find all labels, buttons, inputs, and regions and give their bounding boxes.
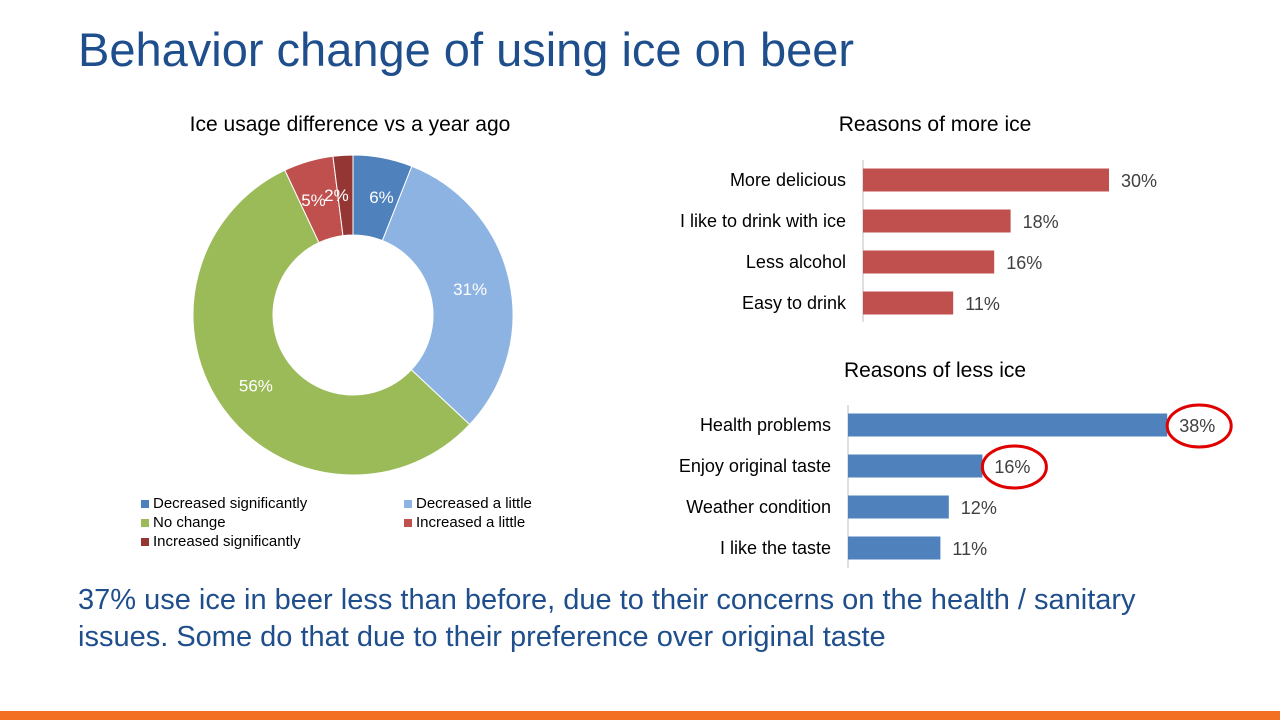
less-ice-bar-chart: Health problems 38% Enjoy original taste 16… — [679, 403, 1233, 568]
donut-label-decreased-a-little: 31% — [453, 280, 487, 299]
slide-title: Behavior change of using ice on beer — [78, 23, 855, 76]
category-label-less-alcohol: Less alcohol — [746, 252, 846, 272]
value-label-weather-condition: 12% — [961, 498, 997, 518]
bar-i-like-to-drink-with-ice — [863, 209, 1011, 233]
value-label-enjoy-original-taste: 16% — [994, 457, 1030, 477]
value-label-less-alcohol: 16% — [1006, 253, 1042, 273]
category-label-i-like-the-taste: I like the taste — [720, 538, 831, 558]
accent-bar — [0, 711, 1280, 720]
donut-chart-title: Ice usage difference vs a year ago — [189, 113, 511, 136]
conclusion-text: 37% use ice in beer less than before, du… — [78, 584, 1136, 653]
donut-label-decreased-significantly: 6% — [369, 188, 394, 207]
category-label-easy-to-drink: Easy to drink — [742, 293, 847, 313]
legend-item-increased-a-little: Increased a little — [404, 514, 525, 531]
bar-health-problems — [848, 413, 1168, 437]
more-ice-chart-title: Reasons of more ice — [838, 113, 1032, 136]
donut-slice-decreased-a-little — [381, 165, 514, 426]
category-label-weather-condition: Weather condition — [686, 497, 831, 517]
donut-label-increased-a-little: 5% — [301, 191, 326, 210]
bar-more-delicious — [863, 168, 1109, 192]
category-label-i-like-to-drink-with-ice: I like to drink with ice — [680, 211, 846, 231]
value-label-i-like-to-drink-with-ice: 18% — [1023, 212, 1059, 232]
bar-enjoy-original-taste — [848, 454, 983, 478]
donut-slice-increased-significantly — [332, 154, 354, 237]
donut-slice-no-change — [192, 169, 471, 476]
legend-swatch — [141, 499, 149, 508]
legend-swatch — [404, 518, 412, 527]
legend-label: Decreased a little — [416, 495, 532, 512]
legend-swatch — [141, 518, 149, 527]
legend-item-increased-significantly: Increased significantly — [141, 533, 301, 550]
legend-label: Increased a little — [416, 514, 526, 531]
bar-weather-condition — [848, 495, 949, 519]
value-label-i-like-the-taste: 11% — [952, 539, 987, 559]
legend-item-decreased-a-little: Decreased a little — [404, 495, 532, 512]
highlight-circle-health-problems — [1165, 403, 1233, 449]
value-label-more-delicious: 30% — [1121, 171, 1157, 191]
more-ice-bar-chart: More delicious 30% I like to drink with ic… — [680, 160, 1157, 322]
legend-item-no-change: No change — [141, 514, 226, 531]
donut-label-no-change: 56% — [239, 377, 273, 396]
donut-label-increased-significantly: 2% — [324, 186, 349, 205]
legend-label: Increased significantly — [153, 533, 301, 550]
category-label-more-delicious: More delicious — [730, 170, 846, 190]
category-label-health-problems: Health problems — [700, 415, 831, 435]
legend-swatch — [141, 537, 149, 546]
value-label-health-problems: 38% — [1179, 416, 1215, 436]
bar-less-alcohol — [863, 250, 995, 274]
bar-easy-to-drink — [863, 291, 954, 315]
legend-swatch — [404, 499, 412, 508]
highlight-circle-enjoy-original-taste — [980, 444, 1048, 490]
donut-chart: 6% 31% 56% 5%2% — [192, 154, 514, 476]
bar-i-like-the-taste — [848, 536, 941, 560]
legend-label: Decreased significantly — [153, 495, 308, 512]
value-label-easy-to-drink: 11% — [965, 294, 1000, 314]
less-ice-chart-title: Reasons of less ice — [843, 359, 1027, 382]
category-label-enjoy-original-taste: Enjoy original taste — [679, 456, 831, 476]
legend-label: No change — [153, 514, 226, 531]
legend-item-decreased-significantly: Decreased significantly — [141, 495, 307, 512]
